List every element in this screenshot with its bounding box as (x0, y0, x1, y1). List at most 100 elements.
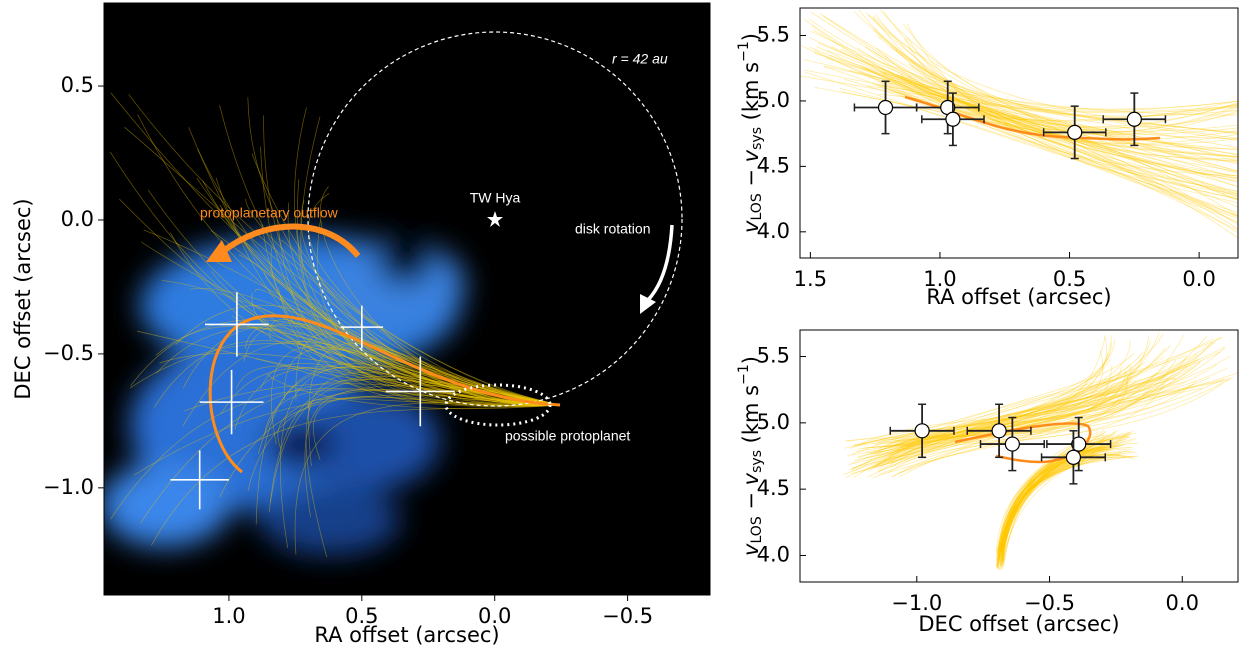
model-curve (997, 447, 1100, 562)
circle-label: r = 42 au (612, 51, 668, 67)
model-curve (882, 71, 1238, 179)
model-curve (899, 377, 1129, 449)
y-axis-label-part: sys (749, 127, 765, 150)
model-curve (876, 35, 1238, 110)
model-curve (811, 25, 1238, 177)
y-tick-label: 0.5 (61, 73, 94, 97)
outflow-arrow (220, 223, 361, 258)
model-curve (814, 86, 1238, 163)
model-curve (876, 384, 1164, 471)
streamline (287, 202, 561, 406)
streamline (197, 148, 561, 406)
streamline (219, 204, 561, 406)
point (945, 111, 961, 127)
streamline (159, 352, 561, 406)
model-curve (1001, 451, 1093, 552)
model-curve (808, 18, 1238, 111)
model-curve (810, 30, 1238, 133)
streamline (170, 232, 561, 406)
model-curve (867, 85, 1238, 114)
model-curve (998, 455, 1138, 553)
protoplanet-marker (444, 383, 552, 427)
model-curve (898, 334, 1185, 445)
model-curve (812, 29, 1238, 200)
streamline (235, 365, 561, 406)
streamline (110, 388, 561, 520)
model-curve (996, 448, 1107, 568)
model-curve (867, 351, 1144, 472)
model-curve (875, 365, 1123, 441)
model-curve (999, 446, 1133, 551)
y-tick-label: 4.0 (757, 542, 790, 566)
point (991, 423, 1007, 439)
model-curve (874, 13, 1238, 180)
model-curve (880, 9, 1238, 201)
streamline (124, 126, 561, 406)
model-curve (865, 67, 1238, 131)
y-axis-label-part: (km s (739, 62, 763, 127)
y-tick-label: 4.0 (757, 219, 790, 243)
model-curve (810, 11, 1238, 194)
model-curve (891, 388, 1112, 477)
model-curve (809, 46, 1238, 155)
model-curve (1003, 439, 1113, 562)
streamline (151, 404, 561, 546)
streamline (294, 402, 561, 555)
model-curve (997, 434, 1121, 558)
point (1065, 449, 1082, 465)
streamline (155, 325, 561, 406)
model-curve (1001, 450, 1133, 559)
model-curve (888, 335, 1150, 473)
model-curve (848, 361, 1201, 466)
model-curve (872, 15, 1238, 180)
y-tick-label: 5.0 (757, 410, 790, 434)
streamline (297, 179, 561, 406)
model-curve (997, 438, 1115, 570)
streamline (202, 180, 561, 406)
model-curve (853, 377, 1176, 461)
model-curve (1001, 449, 1103, 556)
model-curve (996, 453, 1122, 567)
model-curve (887, 366, 1192, 464)
model-curve (1000, 454, 1120, 566)
model-curve (852, 364, 1218, 472)
model-curve (904, 37, 1238, 197)
model-curve (996, 434, 1108, 567)
model-curve (898, 94, 1238, 157)
model-curve (873, 346, 1226, 469)
model-curve (999, 439, 1105, 566)
model-curve (803, 59, 1238, 177)
model-curve (1000, 431, 1107, 562)
model-curve (1002, 444, 1111, 551)
model-curve (877, 365, 1141, 464)
model-curve (1001, 454, 1103, 562)
model-curve (872, 17, 1238, 145)
y-axis-label-part: ) (739, 356, 763, 364)
model-curve (809, 37, 1238, 117)
streamline (147, 189, 561, 406)
model-curve (1000, 446, 1109, 570)
model-curve (853, 10, 1238, 183)
rotation-arrow (646, 224, 674, 302)
y-axis-label-part: ) (739, 33, 763, 41)
overlay (206, 31, 683, 474)
planet-label: possible protoplanet (505, 428, 630, 444)
model-curve (871, 380, 1137, 449)
model-curve (903, 23, 1238, 118)
model-curve (856, 47, 1238, 133)
streamline (119, 198, 561, 406)
y-tick-label: 5.5 (757, 22, 790, 46)
model-curve (1001, 446, 1106, 562)
model-curve (849, 342, 1216, 449)
model-curve (999, 448, 1112, 552)
model-curve (873, 354, 1197, 467)
model-curve (881, 68, 1238, 231)
model-curve (996, 437, 1131, 568)
model-curve (1000, 445, 1121, 555)
model-curve (879, 335, 1113, 449)
y-tick-label: 0.0 (61, 207, 94, 231)
axes-frame (799, 7, 1239, 259)
model-curve (888, 367, 1228, 448)
model-curve (897, 336, 1222, 451)
model-curve (856, 53, 1238, 175)
